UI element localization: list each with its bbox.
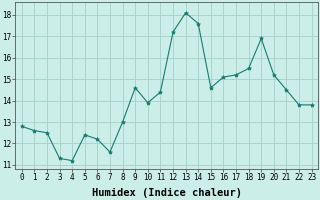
X-axis label: Humidex (Indice chaleur): Humidex (Indice chaleur): [92, 188, 242, 198]
